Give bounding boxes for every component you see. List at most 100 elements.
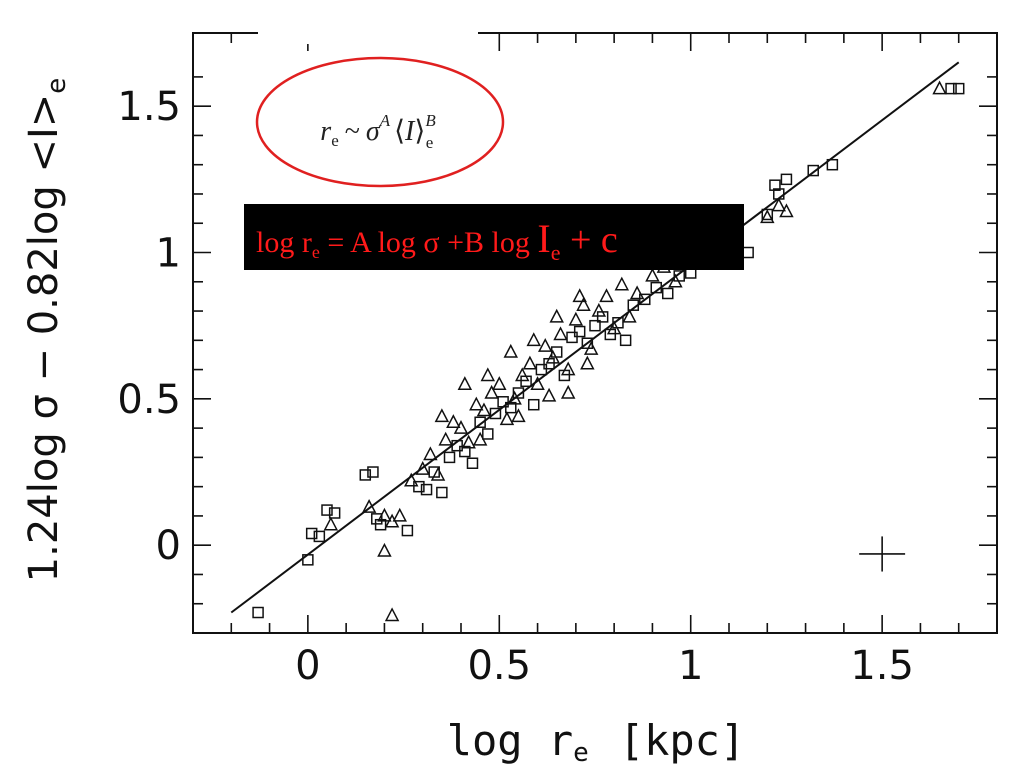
triangle-point (629, 285, 645, 300)
square-point (436, 486, 448, 499)
triangle-point (515, 367, 530, 382)
triangle-point (472, 431, 488, 446)
triangle-point (580, 355, 595, 370)
square-point (359, 469, 372, 481)
y-tick-label: 1.5 (117, 84, 181, 130)
triangle-point (760, 209, 775, 224)
square-point (589, 319, 601, 332)
square-point (826, 158, 839, 171)
triangle-point (645, 267, 660, 282)
x-axis-label: log re [kpc] (447, 716, 746, 768)
triangle-point (622, 308, 637, 323)
square-point (566, 331, 578, 344)
triangle-point (511, 408, 526, 423)
triangle-point (377, 542, 392, 557)
fit-line-layer (230, 61, 960, 614)
triangle-point (932, 80, 947, 95)
triangle-point (403, 472, 419, 487)
triangle-point (771, 197, 787, 212)
triangle-point (606, 320, 622, 335)
triangle-point (537, 338, 553, 352)
square-point (639, 293, 651, 306)
triangle-point (377, 507, 392, 522)
square-point (527, 398, 540, 411)
square-point (371, 513, 383, 525)
triangle-point (560, 361, 576, 376)
square-point (945, 82, 957, 95)
triangle-point (507, 390, 522, 405)
triangle-point (568, 311, 584, 326)
square-point (482, 428, 494, 440)
triangle-point (484, 384, 499, 399)
triangle-point (668, 273, 683, 288)
y-axis-label: 1.24log σ − 0.82log <I>e (21, 78, 72, 583)
triangle-point (469, 396, 484, 411)
square-point (328, 507, 341, 519)
y-axis-label-main: 1.24log σ − 0.82log <I> (21, 94, 67, 583)
axis-ticks: 0 0.5 1 1.5 0 0.5 1 1.5 (117, 33, 997, 689)
oval-mask (258, 30, 478, 44)
y-tick-label: 1 (156, 231, 181, 277)
square-point (302, 554, 314, 566)
square-point (661, 287, 674, 300)
triangle-point (457, 376, 473, 390)
square-point (505, 401, 517, 414)
square-point (252, 606, 264, 619)
triangle-point (545, 349, 561, 364)
triangle-point (499, 411, 515, 426)
square-point (451, 439, 463, 452)
formula-oval-annotation: re ~ σA ⟨I⟩B e (255, 30, 505, 188)
triangle-point (476, 402, 492, 417)
square-point (401, 524, 414, 537)
triangle-point (541, 387, 557, 402)
triangle-point (392, 507, 407, 522)
square-point (573, 325, 586, 338)
triangle-point (560, 384, 576, 399)
triangle-point (492, 376, 507, 390)
y-axis-label-sub: e (42, 78, 72, 94)
triangle-point (480, 367, 496, 382)
triangle-point (384, 607, 400, 622)
y-tick-label: 0 (156, 523, 181, 569)
triangle-point (526, 332, 541, 347)
square-point (443, 451, 456, 464)
red-oval-shape (255, 56, 505, 188)
triangle-point (453, 420, 469, 434)
formula-box-bg (244, 204, 744, 270)
x-tick-label: 0.5 (467, 643, 531, 689)
x-tick-label: 1 (678, 643, 703, 689)
x-tick-label: 0 (295, 643, 320, 689)
triangle-point (423, 446, 438, 461)
square-point (420, 483, 433, 496)
square-point (321, 504, 333, 516)
square-point (780, 173, 793, 186)
formula-box-text: log re = A log σ +B log Ie + c (256, 216, 618, 265)
square-point (459, 445, 471, 458)
formula-oval-text: re ~ σA ⟨I⟩B e (320, 111, 436, 152)
triangle-point (415, 460, 430, 475)
triangle-point (323, 516, 339, 531)
square-point (413, 480, 425, 493)
square-point (497, 396, 509, 408)
triangle-point (438, 431, 453, 446)
square-point (474, 416, 486, 429)
y-tick-label: 0.5 (117, 377, 181, 423)
fit-line (230, 61, 960, 614)
plot-border (192, 32, 998, 634)
square-point (313, 530, 326, 543)
triangle-point (591, 302, 607, 317)
square-point (466, 457, 479, 469)
triangle-point (522, 355, 538, 370)
square-point (742, 246, 754, 259)
triangle-point (549, 308, 564, 323)
triangle-point (576, 297, 591, 311)
square-point (367, 466, 379, 478)
square-point (769, 179, 781, 191)
triangle-point (430, 466, 446, 481)
x-axis-label-unit: [kpc] (619, 716, 745, 765)
formula-box-annotation: log re = A log σ +B log Ie + c (244, 204, 744, 270)
x-axis-label-sub: e (573, 738, 589, 768)
error-cross (859, 536, 906, 572)
